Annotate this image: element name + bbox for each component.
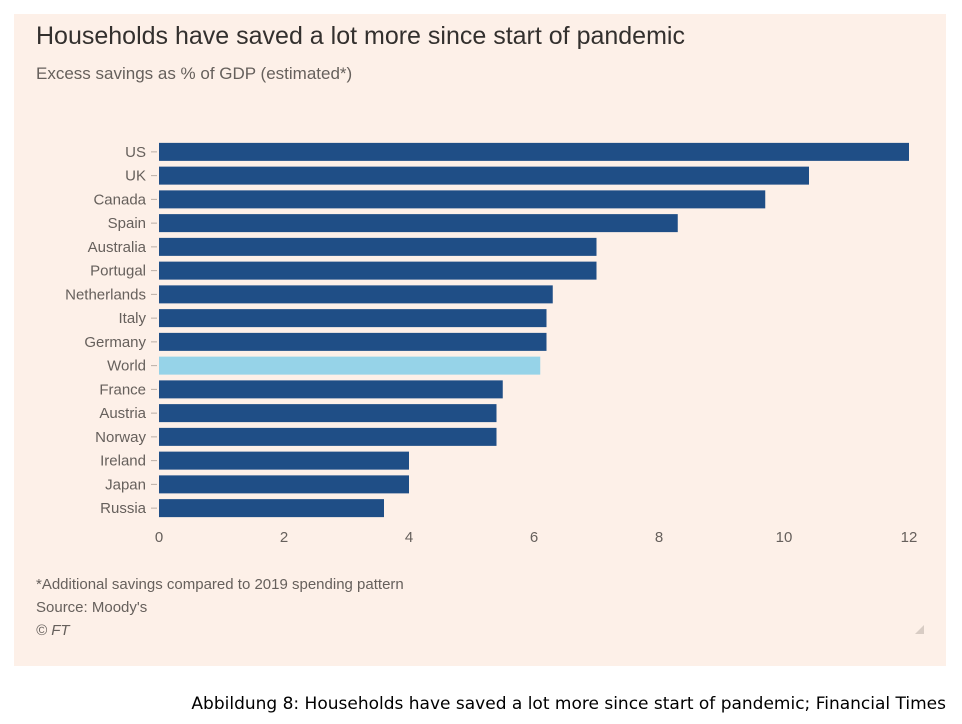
y-tick-label: Austria (99, 405, 146, 422)
x-tick-label: 6 (530, 529, 538, 546)
bar-germany (159, 332, 547, 351)
y-tick-label: Japan (105, 476, 146, 493)
bar-ireland (159, 451, 409, 470)
y-tick-label: Norway (95, 429, 146, 446)
bar-netherlands (159, 285, 553, 304)
bar-chart: US UK Canada Spain Australia Portugal Netherla… (65, 142, 918, 546)
chart-subtitle: Excess savings as % of GDP (estimated*) (36, 64, 353, 83)
bar-italy (159, 309, 547, 328)
y-tick-label: Spain (108, 215, 146, 232)
bar-uk (159, 166, 809, 185)
bar-us (159, 142, 909, 161)
y-tick-label: Netherlands (65, 286, 146, 303)
bar-australia (159, 237, 597, 256)
bar-japan (159, 475, 409, 494)
bar-world (159, 356, 541, 375)
x-tick-label: 0 (155, 529, 163, 546)
bar-russia (159, 499, 384, 518)
resize-handle-icon (915, 625, 924, 634)
x-tick-label: 10 (776, 529, 793, 546)
y-tick-label: US (125, 144, 146, 161)
y-tick-label: Germany (84, 334, 146, 351)
y-tick-label: Portugal (90, 263, 146, 280)
y-tick-label: France (99, 381, 146, 398)
x-tick-label: 2 (280, 529, 288, 546)
chart-panel: Households have saved a lot more since s… (14, 14, 946, 666)
x-tick-label: 8 (655, 529, 663, 546)
y-tick-label: Russia (100, 500, 147, 517)
y-tick-label: Italy (118, 310, 146, 327)
bar-canada (159, 190, 766, 209)
bar-portugal (159, 261, 597, 280)
y-tick-label: World (107, 358, 146, 375)
bar-france (159, 380, 503, 399)
y-tick-label: Ireland (100, 453, 146, 470)
chart-title: Households have saved a lot more since s… (36, 22, 685, 50)
bar-spain (159, 214, 678, 233)
x-tick-label: 4 (405, 529, 413, 546)
y-tick-label: Australia (88, 239, 147, 256)
footnote: *Additional savings compared to 2019 spe… (36, 576, 404, 593)
y-tick-label: Canada (93, 191, 146, 208)
x-tick-label: 12 (901, 529, 918, 546)
source-note: Source: Moody's (36, 599, 148, 616)
ft-credit: © FT (36, 622, 70, 639)
figure-caption: Abbildung 8: Households have saved a lot… (191, 694, 946, 714)
bar-austria (159, 404, 497, 423)
y-tick-label: UK (125, 168, 146, 185)
bar-norway (159, 427, 497, 446)
